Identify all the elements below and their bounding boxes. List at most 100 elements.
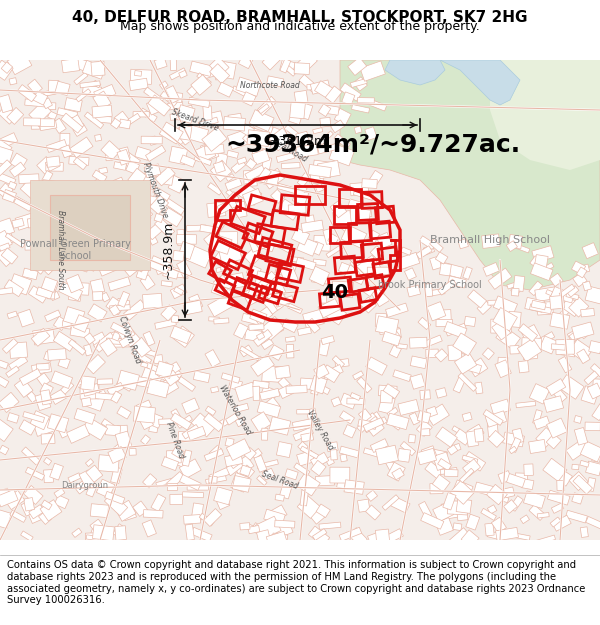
- Bar: [296, 52, 317, 72]
- Bar: [256, 332, 265, 340]
- Bar: [203, 231, 219, 245]
- Bar: [218, 245, 242, 264]
- Bar: [17, 84, 37, 102]
- Bar: [386, 303, 408, 318]
- Bar: [488, 268, 512, 289]
- Bar: [227, 150, 239, 158]
- Bar: [68, 473, 81, 483]
- Bar: [343, 424, 356, 438]
- Bar: [364, 448, 385, 459]
- Bar: [140, 362, 148, 368]
- Bar: [249, 109, 274, 132]
- Bar: [71, 208, 80, 224]
- Bar: [35, 264, 45, 274]
- Bar: [454, 352, 477, 374]
- Bar: [203, 413, 224, 432]
- Bar: [256, 171, 269, 184]
- Bar: [275, 366, 290, 379]
- Bar: [536, 535, 556, 545]
- Bar: [4, 491, 25, 509]
- Bar: [393, 370, 411, 381]
- Bar: [47, 111, 57, 120]
- Bar: [292, 228, 310, 245]
- Bar: [419, 236, 436, 249]
- Bar: [368, 417, 387, 431]
- Bar: [387, 408, 398, 418]
- Bar: [262, 157, 272, 169]
- Bar: [41, 179, 56, 196]
- Bar: [275, 296, 294, 307]
- Bar: [85, 459, 94, 467]
- Bar: [418, 318, 431, 329]
- Bar: [136, 264, 150, 280]
- Bar: [88, 304, 107, 322]
- Bar: [256, 516, 281, 539]
- Bar: [328, 234, 339, 245]
- Bar: [239, 346, 260, 361]
- Bar: [163, 266, 179, 279]
- Bar: [297, 173, 311, 187]
- Bar: [266, 169, 280, 186]
- Bar: [183, 299, 202, 315]
- Text: Waterloo Road: Waterloo Road: [217, 384, 253, 436]
- Bar: [370, 246, 383, 259]
- Bar: [251, 412, 271, 432]
- Bar: [256, 278, 278, 299]
- Bar: [312, 381, 330, 394]
- Bar: [59, 188, 73, 204]
- Bar: [80, 384, 99, 399]
- Bar: [244, 247, 263, 266]
- Bar: [214, 318, 229, 324]
- Bar: [574, 428, 587, 445]
- Bar: [82, 418, 107, 440]
- Bar: [185, 524, 194, 541]
- Bar: [378, 396, 395, 414]
- Bar: [358, 98, 374, 103]
- Bar: [155, 319, 176, 329]
- Bar: [334, 134, 350, 149]
- Bar: [169, 68, 186, 80]
- Bar: [62, 321, 71, 329]
- Bar: [350, 182, 369, 196]
- Bar: [146, 196, 157, 205]
- Bar: [340, 83, 361, 101]
- Bar: [52, 118, 66, 133]
- Bar: [179, 105, 194, 118]
- Bar: [253, 149, 262, 156]
- Text: Dairygroun: Dairygroun: [61, 481, 109, 489]
- Bar: [252, 149, 270, 165]
- Text: ~361.2m: ~361.2m: [268, 135, 326, 148]
- Bar: [215, 494, 230, 509]
- Bar: [348, 278, 368, 292]
- Bar: [240, 465, 251, 476]
- Bar: [516, 401, 536, 408]
- Bar: [238, 52, 254, 69]
- Bar: [170, 271, 188, 278]
- Bar: [536, 428, 556, 448]
- Bar: [310, 80, 331, 94]
- Bar: [41, 500, 52, 510]
- Bar: [95, 134, 101, 141]
- Bar: [546, 434, 561, 449]
- Bar: [551, 503, 564, 513]
- Bar: [105, 151, 113, 161]
- Bar: [349, 222, 371, 242]
- Bar: [164, 370, 179, 386]
- Bar: [288, 204, 306, 214]
- Bar: [323, 229, 333, 244]
- Bar: [357, 412, 377, 432]
- Bar: [231, 206, 265, 234]
- Bar: [322, 364, 343, 381]
- Bar: [82, 384, 100, 396]
- Bar: [440, 468, 457, 474]
- Bar: [204, 449, 224, 461]
- Bar: [354, 207, 372, 219]
- Bar: [42, 171, 53, 183]
- Bar: [439, 309, 451, 322]
- Bar: [537, 301, 553, 315]
- Bar: [155, 166, 175, 186]
- Bar: [310, 452, 329, 468]
- Bar: [214, 275, 232, 294]
- Bar: [361, 297, 376, 313]
- Bar: [426, 406, 437, 418]
